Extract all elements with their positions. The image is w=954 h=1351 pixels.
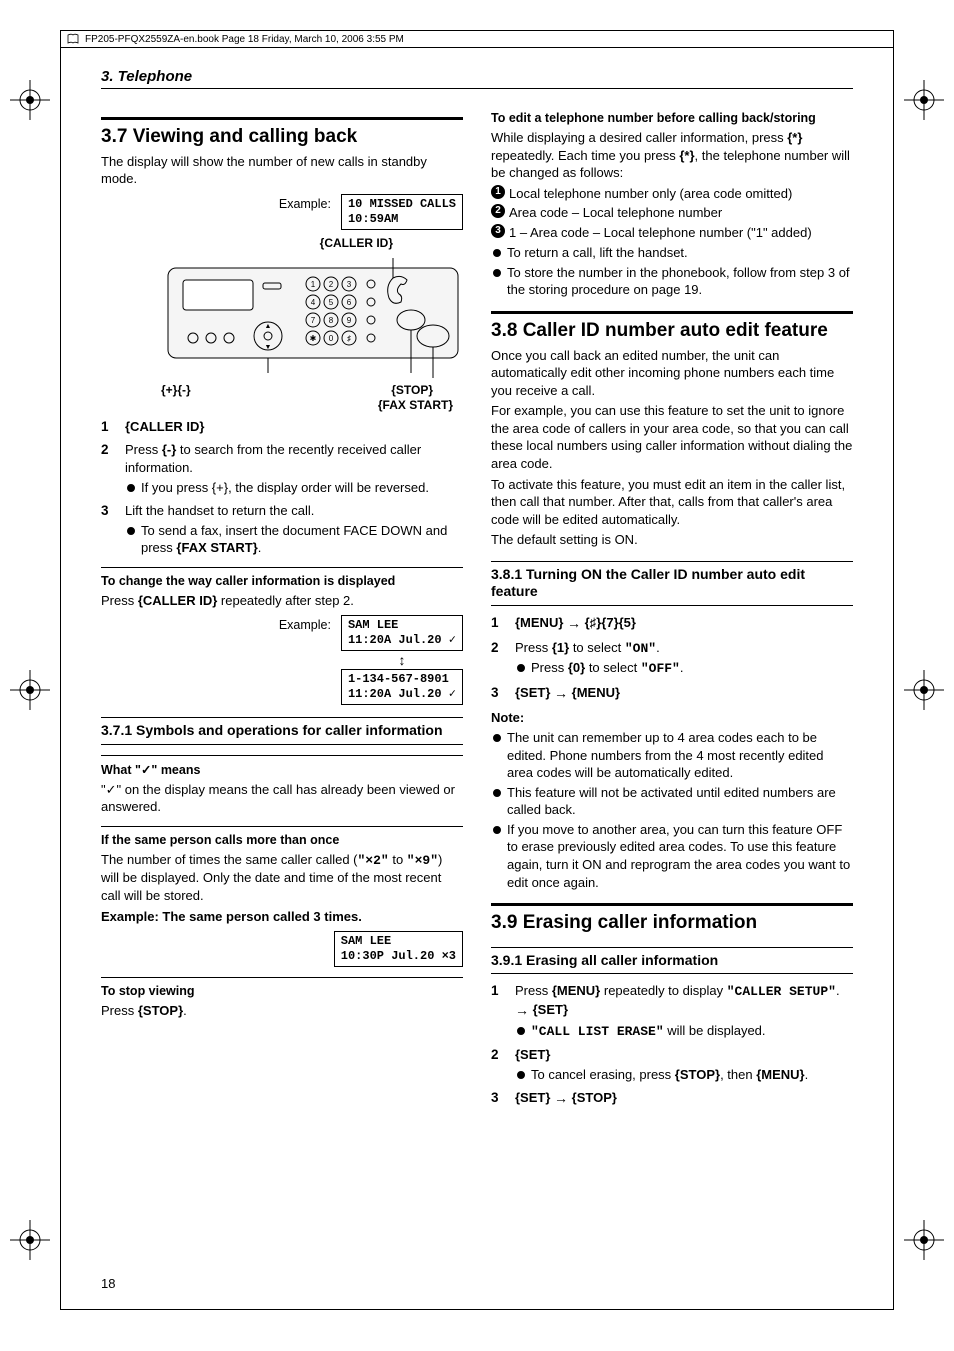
svg-text:9: 9 <box>347 316 352 325</box>
edit-before-heading: To edit a telephone number before callin… <box>491 105 853 125</box>
svg-text:2: 2 <box>329 280 334 289</box>
circled-2-icon: 2 <box>491 204 505 218</box>
circled-3-icon: 3 <box>491 224 505 238</box>
s391-1-bullet: "CALL LIST ERASE" will be displayed. <box>515 1022 853 1041</box>
svg-text:8: 8 <box>329 316 334 325</box>
what-check-body: "✓" on the display means the call has al… <box>101 781 463 816</box>
section-3-7-title: 3.7 Viewing and calling back <box>101 117 463 149</box>
change-display-body: Press {CALLER ID} repeatedly after step … <box>101 592 463 610</box>
stop-viewing-heading: To stop viewing <box>101 977 463 998</box>
s381-1: {MENU} → {♯}{7}{5} <box>491 614 853 633</box>
edit-before-p1: While displaying a desired caller inform… <box>491 129 853 182</box>
diagram-label-fax-start: {FAX START} <box>378 398 453 412</box>
lcd-caller-number: 1-134-567-8901 11:20A Jul.20 ✓ <box>341 669 463 705</box>
svg-text:6: 6 <box>347 298 352 307</box>
crop-mark-icon <box>10 1220 50 1260</box>
svg-text:▼: ▼ <box>265 344 272 351</box>
crop-mark-icon <box>904 80 944 120</box>
left-column: 3.7 Viewing and calling back The display… <box>101 105 463 1114</box>
svg-text:3: 3 <box>347 280 352 289</box>
step-2: Press {-} to search from the recently re… <box>101 441 463 496</box>
svg-text:7: 7 <box>311 316 316 325</box>
subsection-3-7-1: 3.7.1 Symbols and operations for caller … <box>101 717 463 745</box>
steps-3-7: {CALLER ID} Press {-} to search from the… <box>101 418 463 557</box>
note-label: Note: <box>491 710 524 725</box>
diagram-label-plus-minus: {+}{-} <box>161 383 191 397</box>
device-diagram: 1 2 3 4 5 6 7 8 9 ✱ 0 ♯ <box>163 258 463 381</box>
same-person-heading: If the same person calls more than once <box>101 826 463 847</box>
page-header: FP205-PFQX2559ZA-en.book Page 18 Friday,… <box>61 31 893 48</box>
edit-before-numbered: 1Local telephone number only (area code … <box>491 185 853 242</box>
edit-before-bullets: To return a call, lift the handset. To s… <box>491 244 853 299</box>
step-1: {CALLER ID} <box>101 418 463 436</box>
same-person-example-label: Example: The same person called 3 times. <box>101 909 362 924</box>
svg-text:▲: ▲ <box>265 323 272 330</box>
page-frame: FP205-PFQX2559ZA-en.book Page 18 Friday,… <box>60 30 894 1310</box>
lcd-caller-name: SAM LEE 11:20A Jul.20 ✓ <box>341 615 463 651</box>
crop-mark-icon <box>904 1220 944 1260</box>
section-3-8-title: 3.8 Caller ID number auto edit feature <box>491 311 853 343</box>
example-label-2: Example: <box>279 615 331 632</box>
sec38-p1: Once you call back an edited number, the… <box>491 347 853 400</box>
step-2-bullet: If you press {+}, the display order will… <box>125 479 463 497</box>
lcd-same-person: SAM LEE 10:30P Jul.20 ×3 <box>334 931 463 967</box>
subsection-3-9-1: 3.9.1 Erasing all caller information <box>491 947 853 975</box>
subsection-3-8-1: 3.8.1 Turning ON the Caller ID number au… <box>491 561 853 606</box>
note-bullets-381: The unit can remember up to 4 area codes… <box>491 729 853 891</box>
s391-3: {SET} → {STOP} <box>491 1089 853 1108</box>
s391-1: Press {MENU} repeatedly to display "CALL… <box>491 982 853 1040</box>
diagram-label-stop: {STOP} <box>391 383 433 397</box>
s381-2: Press {1} to select "ON". Press {0} to s… <box>491 639 853 678</box>
section-3-7-intro: The display will show the number of new … <box>101 153 463 188</box>
svg-text:✱: ✱ <box>310 334 317 343</box>
s391-2: {SET} To cancel erasing, press {STOP}, t… <box>491 1046 853 1083</box>
crop-mark-icon <box>10 80 50 120</box>
crop-mark-icon <box>904 670 944 710</box>
s381-2-bullet: Press {0} to select "OFF". <box>515 659 853 678</box>
sec38-p4: The default setting is ON. <box>491 531 853 549</box>
diagram-label-caller-id: {CALLER ID} <box>101 236 393 250</box>
s381-3: {SET} → {MENU} <box>491 684 853 703</box>
svg-text:1: 1 <box>311 280 316 289</box>
step-3: Lift the handset to return the call. To … <box>101 502 463 557</box>
stop-viewing-body: Press {STOP}. <box>101 1002 463 1020</box>
example-label: Example: <box>279 194 331 211</box>
steps-3-8-1: {MENU} → {♯}{7}{5} Press {1} to select "… <box>491 614 853 703</box>
s391-2-bullet: To cancel erasing, press {STOP}, then {M… <box>515 1066 853 1084</box>
steps-3-9-1: Press {MENU} repeatedly to display "CALL… <box>491 982 853 1108</box>
svg-text:4: 4 <box>311 298 316 307</box>
sec38-p2: For example, you can use this feature to… <box>491 402 853 472</box>
circled-1-icon: 1 <box>491 185 505 199</box>
updown-icon: ↕ <box>398 653 405 667</box>
crop-mark-icon <box>10 670 50 710</box>
svg-text:0: 0 <box>329 334 334 343</box>
right-column: To edit a telephone number before callin… <box>491 105 853 1114</box>
section-3-9-title: 3.9 Erasing caller information <box>491 903 853 935</box>
lcd-missed-calls: 10 MISSED CALLS 10:59AM <box>341 194 463 230</box>
svg-text:♯: ♯ <box>347 334 351 343</box>
header-text: FP205-PFQX2559ZA-en.book Page 18 Friday,… <box>85 34 404 45</box>
what-check-heading: What "✓" means <box>101 755 463 777</box>
page-number: 18 <box>101 1276 115 1291</box>
sec38-p3: To activate this feature, you must edit … <box>491 476 853 529</box>
chapter-title: 3. Telephone <box>101 68 853 89</box>
change-display-heading: To change the way caller information is … <box>101 567 463 588</box>
same-person-body: The number of times the same caller call… <box>101 851 463 905</box>
svg-text:5: 5 <box>329 298 334 307</box>
book-icon <box>67 33 79 45</box>
step-3-bullet: To send a fax, insert the document FACE … <box>125 522 463 557</box>
